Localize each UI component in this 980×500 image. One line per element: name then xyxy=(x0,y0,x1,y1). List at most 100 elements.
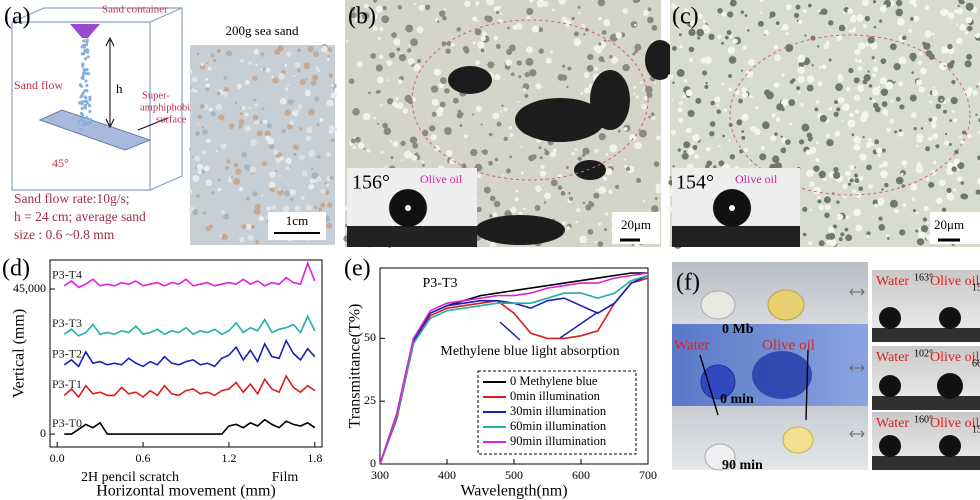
water-label: Water xyxy=(876,274,909,289)
speck xyxy=(857,66,862,71)
speck xyxy=(878,86,881,89)
speck xyxy=(879,164,883,168)
speck xyxy=(967,26,972,31)
speck xyxy=(933,161,936,164)
speck xyxy=(573,38,581,46)
speck xyxy=(854,77,860,83)
speck xyxy=(826,134,830,138)
y-tick-label: 45,000 xyxy=(13,281,46,295)
speck xyxy=(584,88,590,94)
speck xyxy=(962,193,968,199)
grain xyxy=(262,107,265,110)
speck xyxy=(571,152,575,156)
oil-angle: 159° xyxy=(972,282,980,293)
speck xyxy=(741,70,743,72)
speck xyxy=(524,94,528,98)
sand-grain xyxy=(82,39,85,42)
speck xyxy=(574,31,579,36)
speck xyxy=(776,21,780,25)
speck xyxy=(802,124,810,132)
speck xyxy=(803,9,806,12)
speck xyxy=(807,85,814,92)
label: Sand container xyxy=(102,4,168,16)
speck xyxy=(868,36,875,43)
sand-grain xyxy=(84,57,87,60)
speck xyxy=(481,36,486,41)
grain xyxy=(198,170,202,174)
speck xyxy=(845,228,849,232)
speck xyxy=(509,45,516,52)
speck xyxy=(582,148,589,155)
speck xyxy=(605,168,612,175)
speck xyxy=(431,86,438,93)
speck xyxy=(641,104,647,110)
speck xyxy=(886,234,889,237)
sand-grain xyxy=(85,43,88,46)
grain xyxy=(260,121,263,124)
grain xyxy=(293,75,296,78)
speck xyxy=(951,80,955,84)
grain xyxy=(312,74,318,80)
liquid-label: Olive oil xyxy=(420,172,463,186)
speck xyxy=(489,214,493,218)
speck xyxy=(609,55,613,59)
speck xyxy=(475,1,479,5)
speck xyxy=(911,112,917,118)
speck xyxy=(747,29,750,32)
speck xyxy=(594,241,597,244)
speck xyxy=(852,189,856,193)
x-tick-label: 0.6 xyxy=(136,451,151,465)
speck xyxy=(413,64,420,71)
speck xyxy=(497,122,502,127)
speck xyxy=(728,87,732,91)
speck xyxy=(846,87,850,91)
speck xyxy=(823,178,826,181)
speck xyxy=(636,95,639,98)
grain xyxy=(205,78,208,81)
grain xyxy=(311,80,317,86)
speck xyxy=(881,188,883,190)
speck xyxy=(819,240,825,246)
grain xyxy=(316,123,319,126)
grain xyxy=(305,78,307,80)
droplet-highlight xyxy=(405,205,411,211)
speck xyxy=(457,27,461,31)
speck xyxy=(398,79,402,83)
speck xyxy=(952,110,955,113)
x-tick-label: 0.0 xyxy=(50,451,65,465)
speck xyxy=(540,156,543,159)
speck xyxy=(772,113,776,117)
water-label: Water xyxy=(876,416,909,431)
grain xyxy=(279,156,283,160)
speck xyxy=(624,165,627,168)
grain xyxy=(221,234,228,241)
speck xyxy=(531,154,536,159)
speck xyxy=(540,171,546,177)
speck xyxy=(961,181,964,184)
speck xyxy=(651,112,655,116)
speck xyxy=(858,59,862,63)
speck xyxy=(679,45,683,49)
speck xyxy=(446,150,452,156)
speck xyxy=(721,83,724,86)
speck xyxy=(378,37,381,40)
sand-grain xyxy=(77,120,80,123)
speck xyxy=(852,133,855,136)
dark-region xyxy=(475,215,565,245)
speck xyxy=(816,142,819,145)
speck xyxy=(923,217,927,221)
speck xyxy=(472,113,474,115)
grain xyxy=(321,46,328,53)
speck xyxy=(933,87,935,89)
speck xyxy=(846,216,849,219)
grain xyxy=(315,54,318,57)
grain xyxy=(251,225,255,229)
speck xyxy=(908,29,912,33)
speck xyxy=(353,146,356,149)
speck xyxy=(502,174,504,176)
speck xyxy=(853,144,860,151)
speck xyxy=(896,97,901,102)
speck xyxy=(385,166,388,169)
label: Sand flow xyxy=(14,78,63,92)
grain xyxy=(217,91,221,95)
